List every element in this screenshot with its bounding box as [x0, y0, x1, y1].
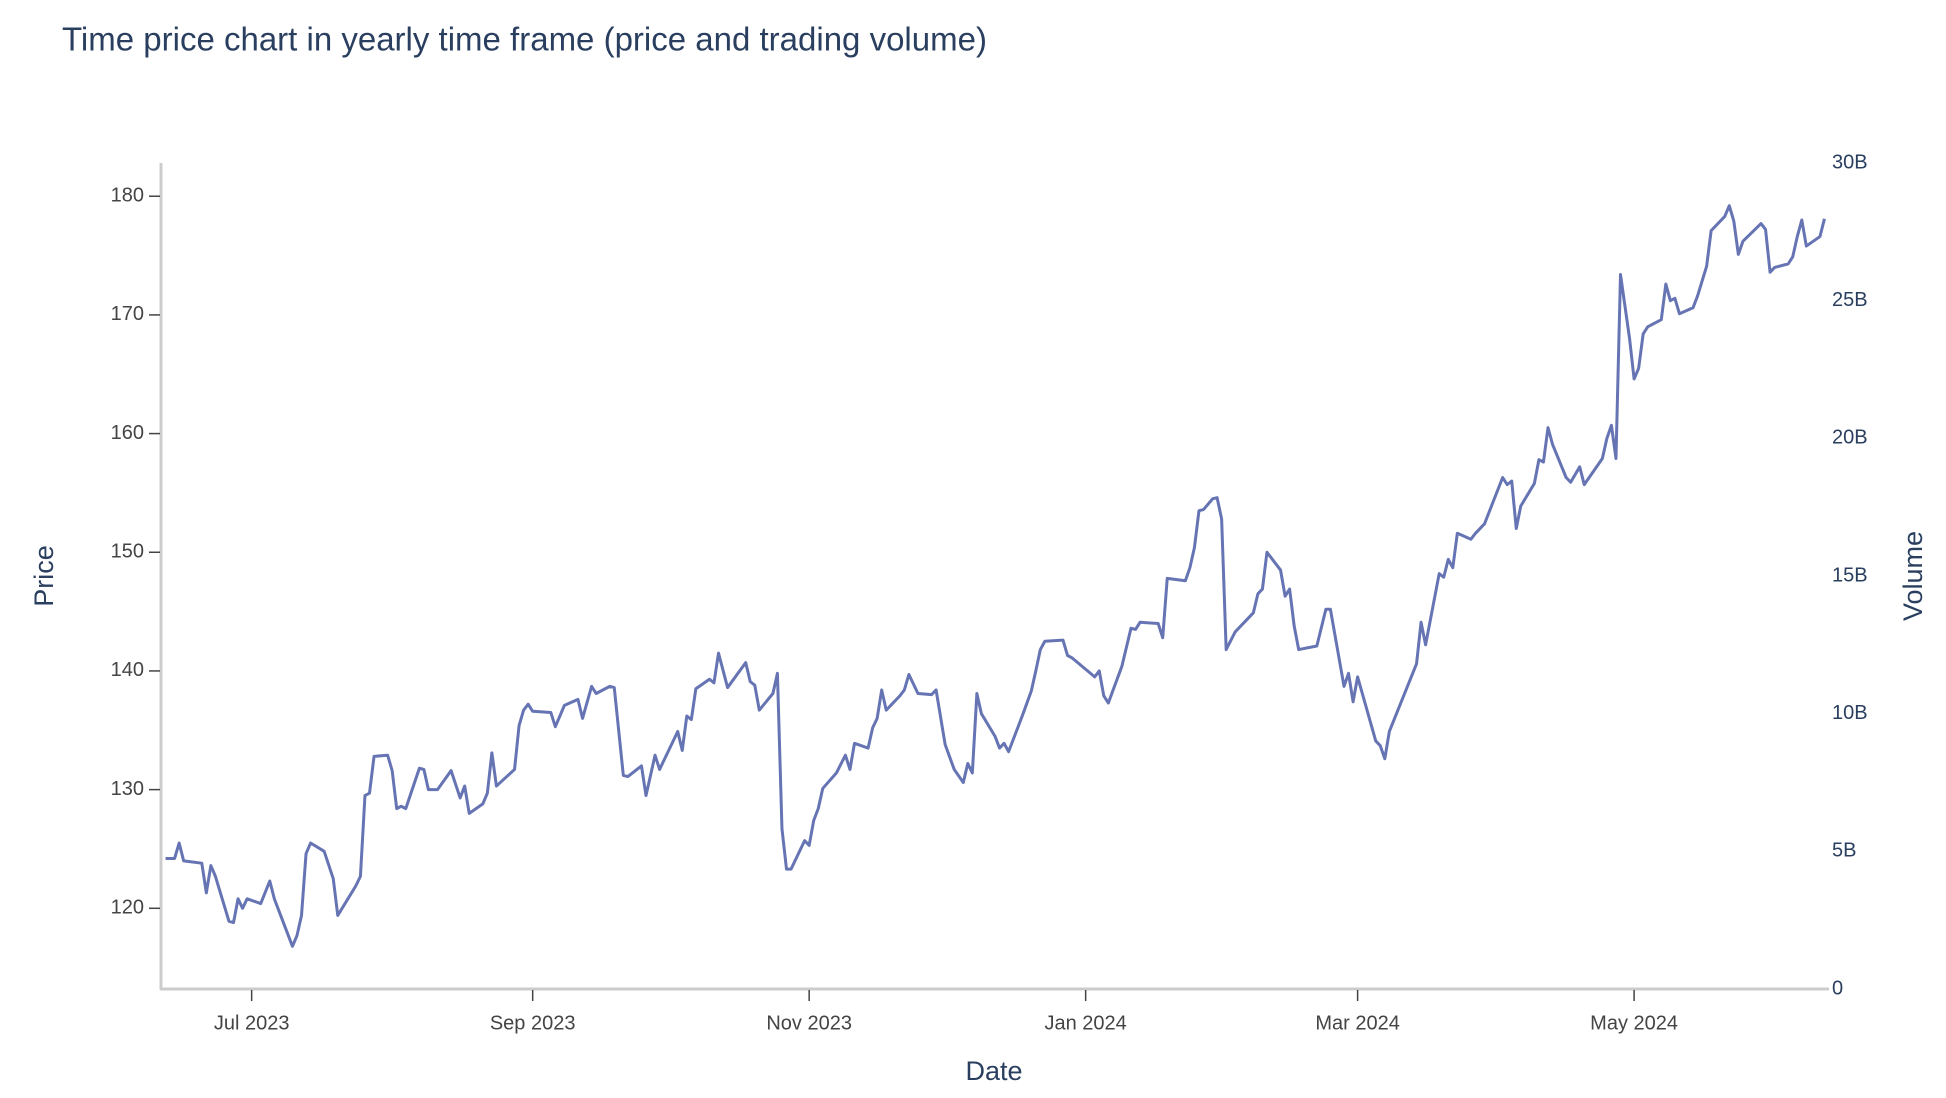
x-axis-title: Date	[965, 1056, 1022, 1086]
y2-tick-label: 5B	[1832, 840, 1856, 862]
chart-title: Time price chart in yearly time frame (p…	[62, 21, 987, 58]
y-tick-label: 170	[111, 303, 144, 325]
price-line	[165, 204, 1826, 948]
x-tick-label: May 2024	[1590, 1012, 1678, 1034]
y-tick-label: 180	[111, 185, 144, 207]
x-tick-label: Jul 2023	[214, 1012, 290, 1034]
y-tick-label: 120	[111, 897, 144, 919]
y2-tick-label: 10B	[1832, 702, 1868, 724]
x-tick-label: Jan 2024	[1045, 1012, 1127, 1034]
y-tick-label: 130	[111, 778, 144, 800]
y2-tick-label: 30B	[1832, 151, 1868, 173]
x-tick-label: Sep 2023	[490, 1012, 576, 1034]
y-tick-label: 150	[111, 541, 144, 563]
y2-axis-title: Volume	[1898, 531, 1928, 621]
x-tick-label: Mar 2024	[1315, 1012, 1400, 1034]
x-tick-label: Nov 2023	[766, 1012, 852, 1034]
y2-tick-label: 25B	[1832, 289, 1868, 311]
y2-tick-label: 0	[1832, 977, 1843, 999]
y2-tick-label: 20B	[1832, 427, 1868, 449]
y-tick-label: 160	[111, 422, 144, 444]
y2-tick-label: 15B	[1832, 564, 1868, 586]
y-axis-title: Price	[29, 545, 59, 607]
y-tick-label: 140	[111, 659, 144, 681]
